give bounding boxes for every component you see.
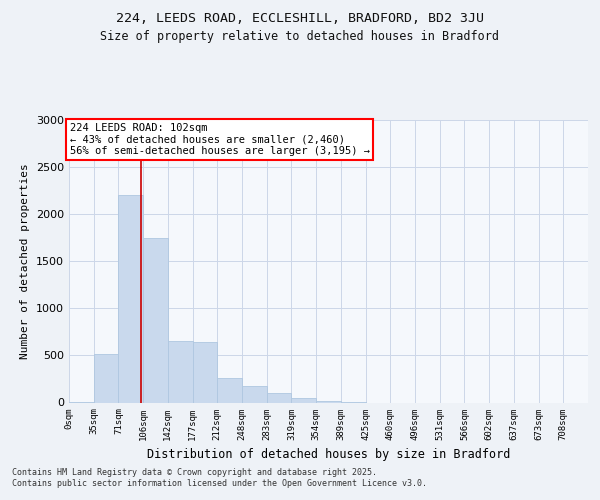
X-axis label: Distribution of detached houses by size in Bradford: Distribution of detached houses by size … — [147, 448, 510, 461]
Bar — [242, 386, 267, 402]
Bar — [94, 354, 118, 403]
Bar — [267, 393, 292, 402]
Bar — [217, 378, 242, 402]
Bar — [118, 196, 143, 402]
Bar — [168, 342, 193, 402]
Bar — [316, 400, 341, 402]
Bar — [143, 238, 168, 402]
Bar — [193, 342, 217, 402]
Text: 224, LEEDS ROAD, ECCLESHILL, BRADFORD, BD2 3JU: 224, LEEDS ROAD, ECCLESHILL, BRADFORD, B… — [116, 12, 484, 26]
Text: Size of property relative to detached houses in Bradford: Size of property relative to detached ho… — [101, 30, 499, 43]
Text: 224 LEEDS ROAD: 102sqm
← 43% of detached houses are smaller (2,460)
56% of semi-: 224 LEEDS ROAD: 102sqm ← 43% of detached… — [70, 123, 370, 156]
Y-axis label: Number of detached properties: Number of detached properties — [20, 164, 31, 359]
Bar — [292, 398, 316, 402]
Text: Contains HM Land Registry data © Crown copyright and database right 2025.
Contai: Contains HM Land Registry data © Crown c… — [12, 468, 427, 487]
